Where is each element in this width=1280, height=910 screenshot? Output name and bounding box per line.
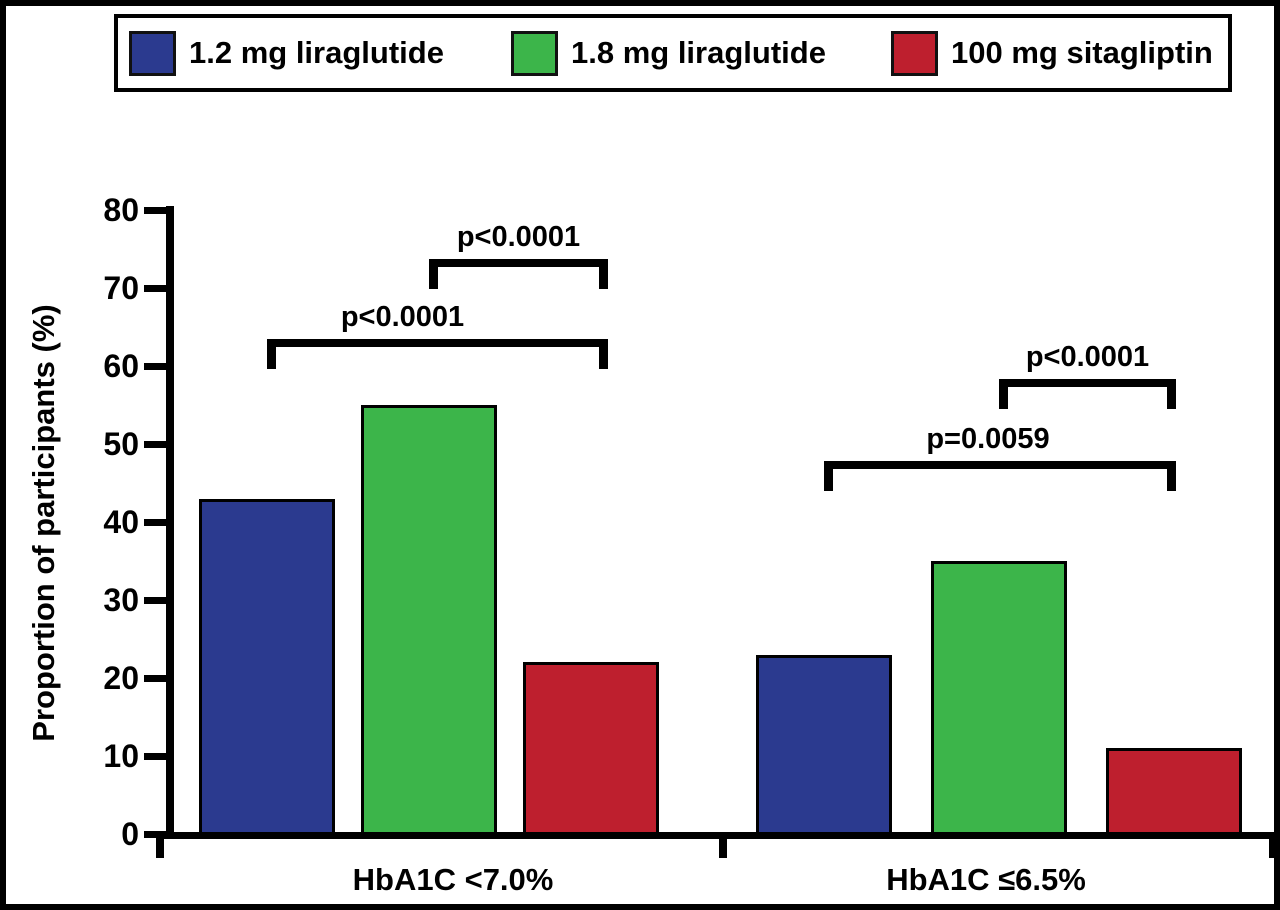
significance-bracket: [824, 461, 1176, 469]
significance-bracket: [429, 259, 608, 267]
y-tick-label: 70: [103, 270, 139, 306]
bar-group1-series1: [931, 561, 1067, 834]
legend-label: 1.8 mg liraglutide: [571, 35, 826, 70]
x-axis-left-tick: [156, 832, 164, 858]
y-tick-label: 80: [103, 192, 139, 228]
x-axis-right-tick: [1269, 832, 1274, 858]
legend-label: 100 mg sitagliptin: [951, 35, 1213, 70]
significance-bracket-end: [599, 259, 608, 289]
y-tick-label: 60: [103, 348, 139, 384]
significance-bracket-end: [1167, 379, 1176, 409]
y-tick-label: 40: [103, 504, 139, 540]
p-value-label: p<0.0001: [456, 221, 581, 253]
significance-bracket-end: [1167, 461, 1176, 491]
bar-group0-series2: [523, 662, 659, 834]
y-tick-label: 30: [103, 582, 139, 618]
significance-bracket-end: [599, 339, 608, 369]
significance-bracket-end: [999, 379, 1008, 409]
legend-swatch-blue: [129, 30, 176, 76]
x-axis-line: [156, 832, 1274, 839]
y-axis-line: [166, 206, 174, 839]
y-tick-label: 50: [103, 426, 139, 462]
legend-swatch-green: [511, 30, 558, 76]
y-tick-mark: [144, 284, 167, 292]
significance-bracket: [999, 379, 1176, 387]
y-tick-label: 0: [121, 816, 139, 852]
significance-bracket-end: [824, 461, 833, 491]
significance-bracket-end: [429, 259, 438, 289]
legend-item-liraglutide-1-8: 1.8 mg liraglutide: [511, 18, 826, 88]
y-tick-label: 10: [103, 738, 139, 774]
legend-item-sitagliptin: 100 mg sitagliptin: [891, 18, 1213, 88]
y-tick-mark: [144, 752, 167, 760]
legend-item-liraglutide-1-2: 1.2 mg liraglutide: [129, 18, 444, 88]
p-value-label: p=0.0059: [926, 423, 1050, 455]
bar-group1-series2: [1106, 748, 1242, 834]
x-category-label-hba1c-65: HbA1C ≤6.5%: [886, 862, 1086, 897]
y-tick-mark: [144, 674, 167, 682]
y-tick-mark: [144, 596, 167, 604]
bar-group1-series0: [756, 654, 892, 834]
y-tick-mark: [144, 830, 167, 838]
bar-group0-series0: [199, 498, 335, 834]
y-tick-mark: [144, 362, 167, 370]
bar-group0-series1: [361, 405, 497, 834]
p-value-label: p<0.0001: [340, 301, 465, 333]
y-tick-mark: [144, 206, 167, 214]
x-category-label-hba1c-7: HbA1C <7.0%: [352, 862, 554, 897]
legend: 1.2 mg liraglutide 1.8 mg liraglutide 10…: [114, 14, 1232, 92]
x-axis-divider-tick: [719, 832, 727, 858]
y-tick-mark: [144, 518, 167, 526]
p-value-label: p<0.0001: [1025, 341, 1150, 373]
significance-bracket: [267, 339, 608, 347]
legend-swatch-red: [891, 30, 938, 76]
significance-bracket-end: [267, 339, 276, 369]
y-tick-mark: [144, 440, 167, 448]
y-tick-label: 20: [103, 660, 139, 696]
legend-label: 1.2 mg liraglutide: [189, 35, 444, 70]
